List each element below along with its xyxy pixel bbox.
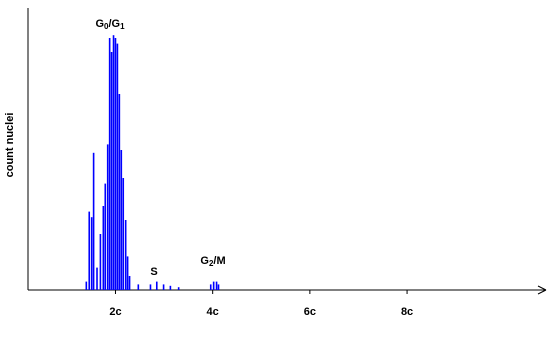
bar [108, 38, 111, 290]
bar [112, 35, 115, 291]
bar [126, 256, 129, 290]
y-axis-label: count nuclei [4, 113, 16, 178]
bar [102, 206, 105, 290]
bar [96, 267, 98, 290]
bar [162, 284, 165, 290]
x-tick-label: 8c [401, 306, 413, 318]
bar [215, 281, 218, 290]
x-axis-arrow [537, 285, 547, 295]
bar [104, 183, 107, 290]
annotation-text: /M [213, 255, 225, 267]
bar [149, 284, 152, 290]
annotation: G0/G1 [95, 18, 125, 31]
annotation-subscript: 2 [209, 259, 214, 268]
bar [212, 281, 215, 290]
annotation-text: G [95, 18, 104, 30]
bar [124, 220, 127, 290]
bar [85, 281, 88, 290]
bar [120, 150, 123, 290]
bar [137, 284, 140, 290]
bar [118, 94, 121, 290]
bar [110, 52, 113, 290]
annotation: G2/M [200, 255, 225, 268]
bar [106, 144, 109, 290]
x-tick-label: 4c [207, 306, 219, 318]
bar [122, 178, 125, 290]
bar [114, 38, 117, 290]
bar [209, 284, 212, 290]
annotation-text: S [150, 266, 157, 278]
bar [177, 287, 180, 290]
x-tick-label: 6c [304, 306, 316, 318]
bar [169, 285, 172, 290]
annotation-subscript: 1 [120, 22, 125, 31]
x-tick-label: 2c [109, 306, 121, 318]
bar [155, 281, 158, 290]
annotation-text: /G [108, 18, 120, 30]
annotation: S [150, 266, 157, 278]
bar [99, 234, 102, 290]
bar [128, 276, 131, 290]
bar [217, 284, 220, 290]
bar [116, 43, 119, 290]
annotation-text: G [200, 255, 209, 267]
annotation-subscript: 0 [104, 22, 109, 31]
bar [90, 217, 93, 290]
bar [92, 152, 95, 290]
bar [88, 211, 91, 290]
